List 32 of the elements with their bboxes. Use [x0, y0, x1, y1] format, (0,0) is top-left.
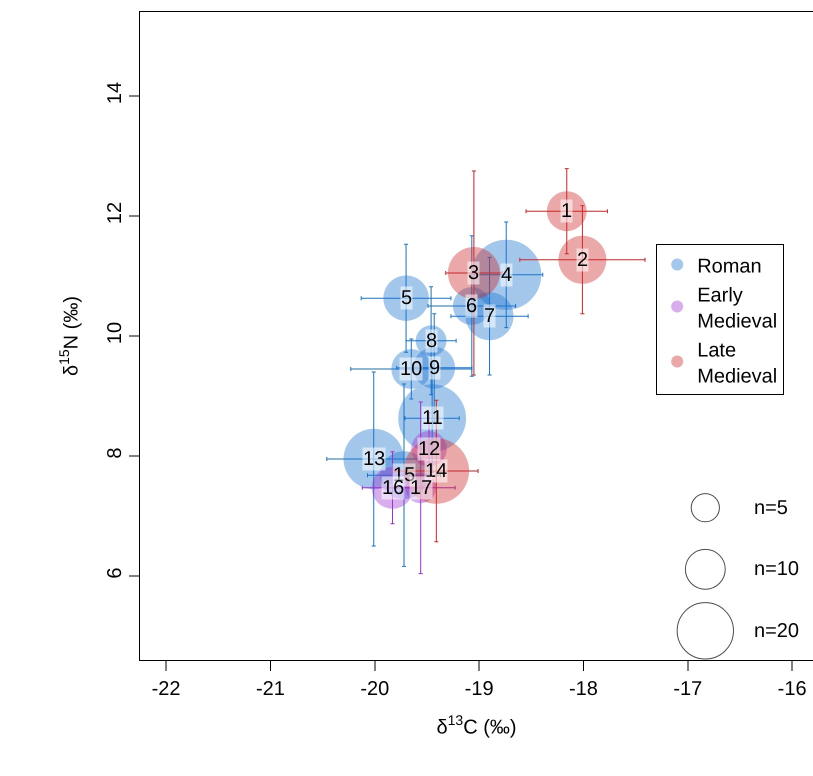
annotation: 2: [577, 249, 588, 271]
x-tick-label: -21: [256, 678, 285, 700]
x-tick-label: -17: [673, 678, 702, 700]
annotation: 8: [426, 330, 438, 352]
legend-label: n=20: [754, 620, 800, 642]
x-tick-label: -22: [152, 678, 181, 700]
annotation: 9: [429, 357, 440, 379]
annotation: 1: [561, 200, 572, 222]
annotation: 13: [363, 448, 386, 470]
x-axis-title: δ$^{13}$C (‰): [436, 712, 517, 738]
legend-label: Late Medieval: [697, 339, 778, 388]
annotation: 10: [400, 358, 422, 380]
annotation: 4: [501, 264, 512, 286]
y-tick-label: 12: [104, 202, 126, 224]
y-tick-label: 8: [104, 447, 126, 459]
annotation: 7: [484, 305, 496, 327]
legend-label: Roman: [697, 255, 762, 278]
legend-label: n=5: [754, 497, 788, 519]
x-tick-label: -20: [360, 678, 390, 700]
x-tick-label: -19: [464, 678, 494, 700]
y-tick-label: 10: [104, 322, 126, 344]
legend-label: Early Medieval: [697, 284, 778, 332]
annotation: 6: [466, 295, 478, 317]
annotation: 12: [418, 438, 440, 460]
y-tick-label: 14: [104, 82, 126, 104]
y-tick-label: 6: [104, 567, 126, 579]
annotation: 11: [422, 407, 443, 429]
annotation: 5: [401, 287, 412, 309]
annotation: 3: [468, 262, 480, 284]
x-tick-label: -18: [568, 678, 598, 700]
x-tick-label: -16: [778, 678, 807, 700]
legend-label: n=10: [754, 558, 800, 580]
